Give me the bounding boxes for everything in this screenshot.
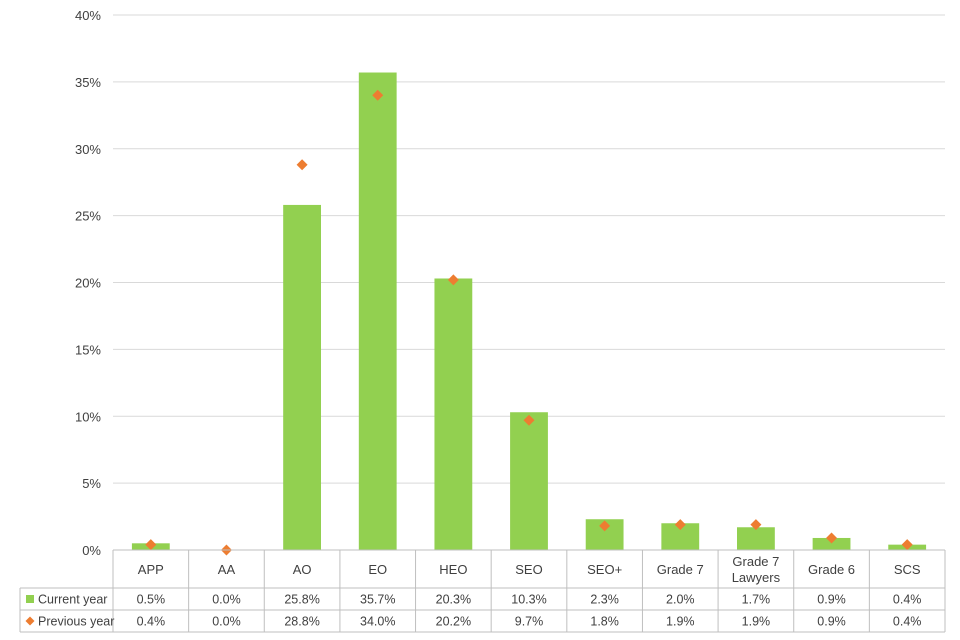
data-label: 9.7% bbox=[515, 615, 544, 629]
marker bbox=[599, 520, 611, 532]
y-tick-label: 35% bbox=[75, 75, 101, 90]
data-label: 2.3% bbox=[590, 593, 619, 607]
x-category-label: EO bbox=[368, 562, 387, 577]
marker bbox=[901, 539, 913, 551]
bar bbox=[434, 278, 473, 550]
data-label: 20.3% bbox=[436, 593, 471, 607]
x-category-label: Grade 6 bbox=[808, 562, 855, 577]
legend-swatch-previous-year bbox=[25, 616, 35, 626]
data-label: 20.2% bbox=[436, 615, 471, 629]
legend-series-name: Previous year bbox=[38, 615, 114, 629]
x-category-label: HEO bbox=[439, 562, 467, 577]
marker bbox=[145, 539, 157, 551]
y-tick-label: 20% bbox=[75, 276, 101, 291]
data-label: 0.9% bbox=[817, 593, 846, 607]
bar bbox=[358, 72, 397, 550]
marker bbox=[674, 519, 686, 531]
y-tick-label: 30% bbox=[75, 142, 101, 157]
data-label: 34.0% bbox=[360, 615, 395, 629]
x-category-label: SEO+ bbox=[587, 562, 622, 577]
marker bbox=[750, 519, 762, 531]
marker bbox=[447, 274, 459, 286]
y-axis-tick-labels: 0% 5% 10% 15% 20% 25% 30% 35% 40% bbox=[75, 8, 101, 558]
data-label: 1.8% bbox=[590, 615, 619, 629]
y-tick-label: 25% bbox=[75, 209, 101, 224]
y-tick-label: 0% bbox=[82, 543, 101, 558]
bar bbox=[283, 204, 321, 551]
data-label: 0.4% bbox=[893, 615, 922, 629]
legend-series-name: Current year bbox=[38, 593, 107, 607]
previous-year-markers bbox=[145, 89, 913, 556]
data-label: 0.0% bbox=[212, 615, 241, 629]
marker bbox=[523, 414, 535, 426]
data-label: 0.5% bbox=[137, 593, 166, 607]
data-label: 1.7% bbox=[742, 593, 771, 607]
current-year-bars bbox=[131, 72, 927, 551]
data-label: 0.9% bbox=[817, 615, 846, 629]
data-label: 28.8% bbox=[284, 615, 319, 629]
bar bbox=[510, 412, 548, 550]
data-label: 1.9% bbox=[742, 615, 771, 629]
data-label: 2.0% bbox=[666, 593, 695, 607]
y-tick-label: 15% bbox=[75, 342, 101, 357]
x-category-label: AA bbox=[218, 562, 236, 577]
y-tick-label: 40% bbox=[75, 8, 101, 23]
x-category-label: APP bbox=[138, 562, 164, 577]
x-category-label: Grade 7 bbox=[732, 554, 779, 569]
x-category-label: Lawyers bbox=[732, 570, 781, 585]
x-category-label: AO bbox=[293, 562, 312, 577]
marker bbox=[372, 89, 384, 101]
data-label: 0.4% bbox=[137, 615, 166, 629]
marker bbox=[296, 159, 308, 171]
x-category-label: Grade 7 bbox=[657, 562, 704, 577]
bar bbox=[812, 537, 851, 550]
y-tick-label: 5% bbox=[82, 476, 101, 491]
data-label: 0.4% bbox=[893, 593, 922, 607]
data-label: 10.3% bbox=[511, 593, 546, 607]
data-label: 1.9% bbox=[666, 615, 695, 629]
marker bbox=[826, 532, 838, 544]
legend-swatch-current-year bbox=[26, 595, 34, 603]
y-tick-label: 10% bbox=[75, 409, 101, 424]
bar bbox=[737, 527, 775, 550]
gridlines bbox=[113, 14, 945, 484]
x-category-label: SEO bbox=[515, 562, 542, 577]
data-label: 0.0% bbox=[212, 593, 241, 607]
data-label: 35.7% bbox=[360, 593, 395, 607]
x-category-label: SCS bbox=[894, 562, 921, 577]
data-label: 25.8% bbox=[284, 593, 319, 607]
